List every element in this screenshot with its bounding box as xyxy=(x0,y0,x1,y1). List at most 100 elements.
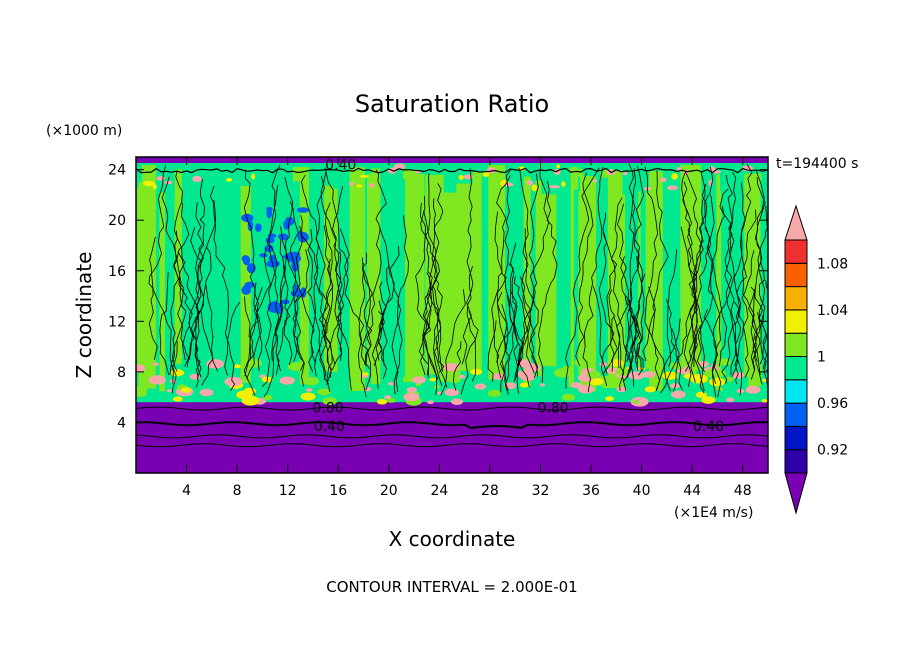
contour-line xyxy=(487,320,497,383)
contour-line xyxy=(762,314,768,385)
contour-line xyxy=(696,167,715,372)
contour-line xyxy=(318,225,334,392)
boundary-blob xyxy=(305,388,313,392)
contour-line xyxy=(528,165,550,379)
contour-line xyxy=(431,198,443,386)
boundary-blob xyxy=(574,358,591,367)
boundary-blob xyxy=(458,374,466,379)
contour-line xyxy=(159,272,170,376)
boundary-blob xyxy=(387,381,395,386)
y-tick-label: 4 xyxy=(117,415,126,431)
field-streak xyxy=(218,166,234,394)
contour-line xyxy=(721,301,740,384)
contour-line xyxy=(171,341,178,394)
field-streak xyxy=(366,173,377,366)
contour-line xyxy=(320,169,345,378)
contour-line xyxy=(271,239,287,362)
subsaturated-blob xyxy=(281,299,290,305)
contour-line xyxy=(660,328,680,394)
contour-line xyxy=(422,290,438,396)
boundary-blob xyxy=(671,390,686,399)
boundary-blob xyxy=(599,362,608,367)
contour-line xyxy=(301,174,331,380)
upper-speck xyxy=(531,184,537,192)
upper-speck xyxy=(369,183,375,188)
boundary-blob xyxy=(701,396,716,404)
contour-line xyxy=(721,205,739,385)
boundary-blob xyxy=(148,375,166,385)
saturation-field xyxy=(136,157,768,473)
x-axis-title: X coordinate xyxy=(389,527,516,551)
contour-line xyxy=(626,168,640,362)
upper-speck xyxy=(623,171,628,176)
boundary-blob xyxy=(632,400,640,404)
boundary-blob xyxy=(263,394,273,400)
upper-speck xyxy=(142,180,155,187)
contour-line xyxy=(496,291,511,395)
boundary-blob xyxy=(605,396,615,402)
contour-line xyxy=(261,165,281,387)
contour-line xyxy=(148,165,166,360)
contour-line xyxy=(537,180,558,383)
y-tick-label: 12 xyxy=(108,314,126,330)
contour-line xyxy=(324,167,349,371)
contour-line xyxy=(518,167,531,367)
upper-speck xyxy=(152,184,157,190)
subsaturated-blob xyxy=(241,255,250,263)
contour-line xyxy=(466,265,477,382)
contour-line xyxy=(365,228,382,391)
contour-line xyxy=(491,211,503,363)
boundary-blob xyxy=(279,376,295,385)
contour-interval-footer: CONTOUR INTERVAL = 2.000E-01 xyxy=(326,578,577,596)
boundary-blob xyxy=(470,368,483,376)
upper-speck xyxy=(561,181,566,187)
contour-line xyxy=(313,176,328,377)
boundary-blob xyxy=(199,388,214,397)
contour-line xyxy=(642,166,659,362)
subsaturated-blob xyxy=(255,223,262,232)
contour-line xyxy=(191,246,212,388)
contour-line xyxy=(608,289,618,372)
contour-line xyxy=(423,210,443,372)
boundary-blob xyxy=(443,362,459,372)
boundary-blob xyxy=(444,388,459,397)
contour-label: 0.40 xyxy=(325,158,356,174)
colorbar-box xyxy=(784,449,808,474)
upper-speck xyxy=(458,174,464,180)
upper-speck xyxy=(463,174,473,180)
boundary-blob xyxy=(726,397,735,403)
contour-line xyxy=(182,178,205,361)
boundary-blob xyxy=(450,398,464,405)
contour-line xyxy=(173,202,191,360)
colorbar-lower-extend xyxy=(784,472,808,515)
contour-line xyxy=(389,245,403,395)
contour-line xyxy=(754,285,767,370)
upper-speck xyxy=(359,174,369,178)
contour-line xyxy=(377,264,391,379)
boundary-blob xyxy=(474,383,487,390)
field-streak xyxy=(523,176,531,387)
x-tick-label: 44 xyxy=(683,483,701,499)
colorbar-box xyxy=(784,332,808,358)
upper-speck xyxy=(251,173,256,180)
contour-lines xyxy=(136,163,768,448)
boundary-blob xyxy=(322,397,338,406)
boundary-blob xyxy=(233,364,241,369)
subsaturated-blob xyxy=(296,207,310,213)
colorbar-label: 0.92 xyxy=(817,443,848,459)
upper-speck xyxy=(548,185,560,189)
upper-speck xyxy=(593,179,598,183)
boundary-blob xyxy=(662,371,679,380)
x-tick-label: 8 xyxy=(233,483,242,499)
contour-line xyxy=(684,171,704,361)
contour-line xyxy=(753,312,763,385)
x-tick-label: 28 xyxy=(481,483,499,499)
contour-line xyxy=(651,169,669,391)
contour-line xyxy=(630,273,646,387)
upper-speck xyxy=(356,184,363,188)
upper-speck xyxy=(393,163,406,170)
contour-line xyxy=(362,262,371,370)
contour-labels: 0.40 0.80 0.40 0.80 0.40 xyxy=(313,158,725,436)
field-streak xyxy=(472,171,482,371)
